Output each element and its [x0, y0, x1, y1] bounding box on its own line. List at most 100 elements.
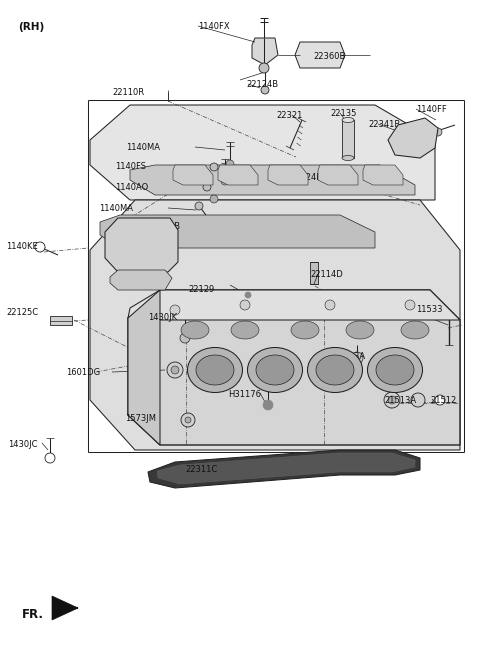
Circle shape	[261, 86, 269, 94]
Circle shape	[405, 300, 415, 310]
Polygon shape	[252, 38, 278, 65]
Text: 21512: 21512	[430, 396, 456, 405]
Text: 22321: 22321	[276, 111, 302, 120]
Circle shape	[344, 372, 356, 384]
Polygon shape	[218, 165, 258, 185]
Text: 22112A: 22112A	[323, 368, 355, 377]
Polygon shape	[52, 596, 78, 620]
Text: 1140MA: 1140MA	[126, 143, 160, 152]
Circle shape	[411, 393, 425, 407]
Ellipse shape	[308, 347, 362, 392]
Circle shape	[35, 242, 45, 252]
Ellipse shape	[401, 321, 429, 339]
Circle shape	[185, 417, 191, 423]
Circle shape	[226, 160, 234, 168]
Polygon shape	[128, 290, 460, 320]
Text: 1601DG: 1601DG	[66, 368, 100, 377]
Circle shape	[171, 366, 179, 374]
Circle shape	[150, 253, 160, 263]
Circle shape	[181, 413, 195, 427]
Polygon shape	[128, 290, 160, 445]
Text: 1140FF: 1140FF	[416, 105, 447, 114]
Circle shape	[435, 395, 445, 405]
Circle shape	[245, 292, 251, 298]
Circle shape	[125, 250, 135, 260]
Circle shape	[325, 300, 335, 310]
Text: 22135: 22135	[330, 109, 356, 118]
Text: 21513A: 21513A	[384, 396, 416, 405]
Circle shape	[210, 163, 218, 171]
Text: 1430JC: 1430JC	[8, 440, 37, 449]
Ellipse shape	[196, 355, 234, 385]
Ellipse shape	[368, 347, 422, 392]
Circle shape	[240, 300, 250, 310]
Circle shape	[150, 230, 160, 240]
Text: 1573JM: 1573JM	[125, 414, 156, 423]
Ellipse shape	[316, 355, 354, 385]
Circle shape	[351, 352, 363, 364]
Ellipse shape	[248, 347, 302, 392]
Text: 22311C: 22311C	[185, 465, 217, 474]
Circle shape	[195, 202, 203, 210]
Circle shape	[180, 333, 190, 343]
Text: 22124B: 22124B	[246, 80, 278, 89]
Text: 22360B: 22360B	[313, 52, 346, 61]
Text: 22129: 22129	[188, 285, 214, 294]
Polygon shape	[318, 165, 358, 185]
Polygon shape	[148, 450, 420, 488]
Circle shape	[45, 453, 55, 463]
Ellipse shape	[291, 321, 319, 339]
Ellipse shape	[376, 355, 414, 385]
Text: 22124B: 22124B	[290, 173, 322, 182]
Text: 1140FX: 1140FX	[198, 22, 229, 31]
Text: 1140FS: 1140FS	[115, 162, 146, 171]
Circle shape	[167, 362, 183, 378]
Polygon shape	[157, 453, 415, 484]
Circle shape	[263, 400, 273, 410]
Polygon shape	[363, 165, 403, 185]
Bar	[310, 262, 318, 284]
Polygon shape	[105, 218, 178, 272]
Text: 1140AO: 1140AO	[115, 183, 148, 192]
Text: 22125C: 22125C	[6, 308, 38, 317]
Circle shape	[203, 183, 211, 191]
Circle shape	[170, 305, 180, 315]
Circle shape	[210, 195, 218, 203]
Ellipse shape	[231, 321, 259, 339]
Polygon shape	[295, 42, 345, 68]
Text: 22124B: 22124B	[148, 222, 180, 231]
Circle shape	[259, 63, 269, 73]
Text: 22110R: 22110R	[112, 88, 144, 97]
Circle shape	[409, 132, 421, 144]
Bar	[342, 120, 354, 158]
Polygon shape	[268, 165, 308, 185]
Ellipse shape	[342, 156, 354, 160]
Polygon shape	[90, 105, 435, 200]
Text: 1140MA: 1140MA	[99, 204, 133, 213]
Polygon shape	[110, 270, 172, 290]
Text: (RH): (RH)	[18, 22, 44, 32]
Polygon shape	[130, 165, 415, 195]
Text: 22341B: 22341B	[368, 120, 400, 129]
Bar	[50, 316, 72, 325]
Text: 1430JK: 1430JK	[148, 313, 177, 322]
Polygon shape	[173, 165, 213, 185]
Circle shape	[384, 392, 400, 408]
Polygon shape	[388, 118, 438, 158]
Polygon shape	[128, 290, 460, 445]
Text: 22113A: 22113A	[333, 352, 365, 361]
Ellipse shape	[342, 118, 354, 122]
Text: 1140KE: 1140KE	[6, 242, 38, 251]
Circle shape	[388, 396, 396, 404]
Text: H31176: H31176	[228, 390, 261, 399]
Ellipse shape	[181, 321, 209, 339]
Ellipse shape	[346, 321, 374, 339]
Circle shape	[125, 230, 135, 240]
Circle shape	[434, 128, 442, 136]
Circle shape	[221, 177, 229, 185]
Text: 22114D: 22114D	[310, 270, 343, 279]
Ellipse shape	[188, 347, 242, 392]
Polygon shape	[90, 200, 460, 450]
Polygon shape	[100, 215, 375, 248]
Text: 11533: 11533	[416, 305, 443, 314]
